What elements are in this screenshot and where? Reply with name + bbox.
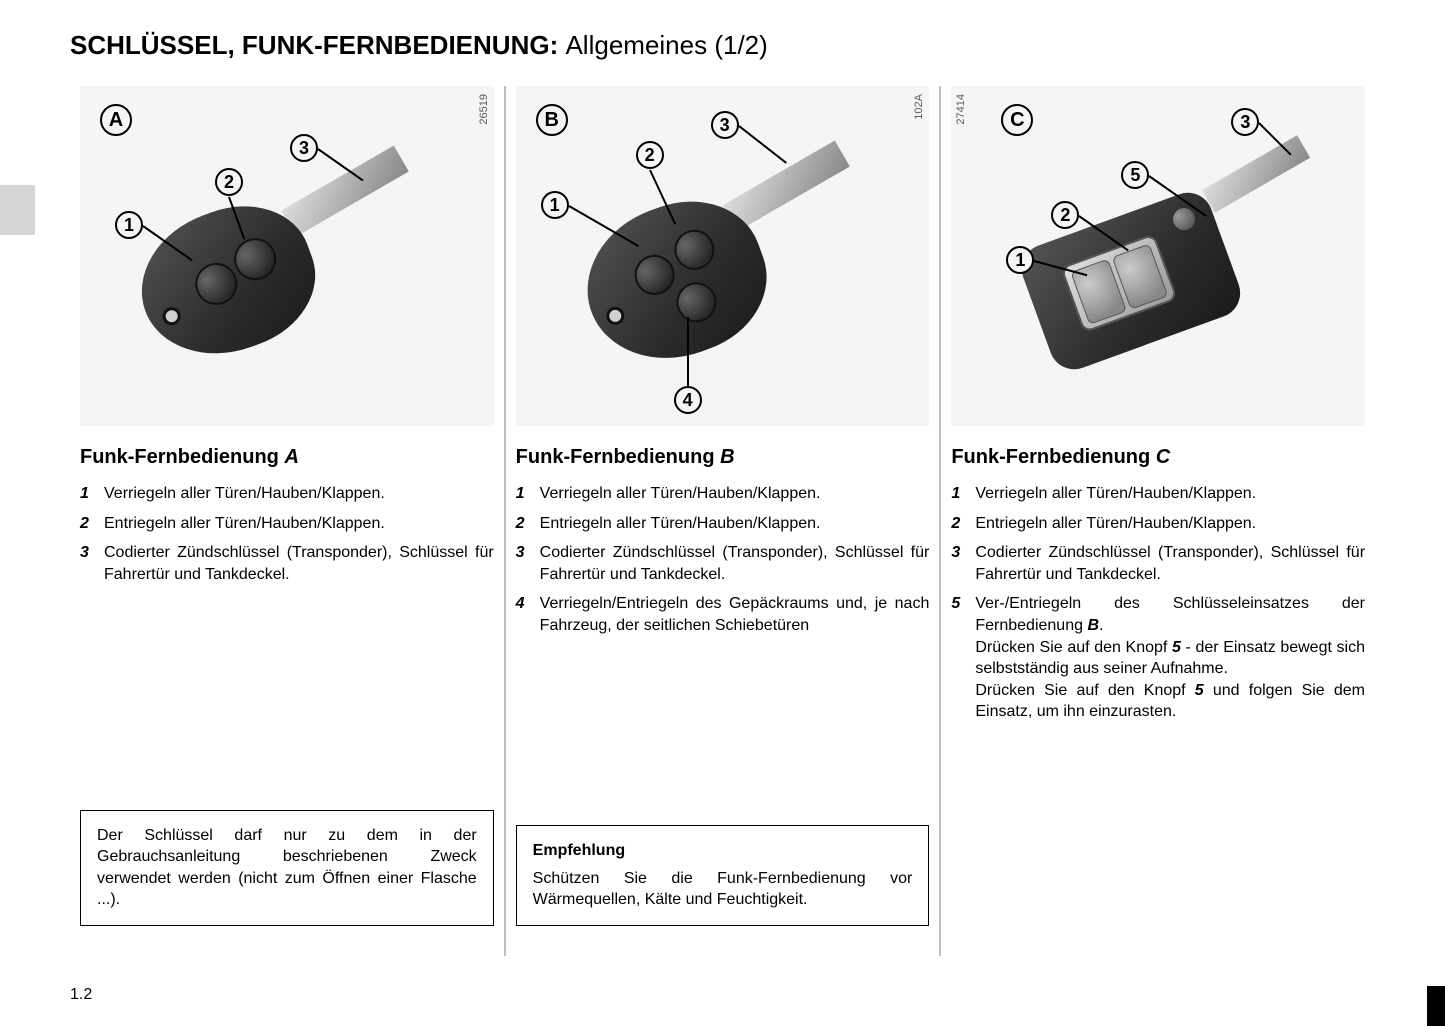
figure-c: 27414 C 1 2 5 3 xyxy=(951,86,1365,426)
figure-a-letter: A xyxy=(100,104,132,136)
figure-b-callout-4: 4 xyxy=(674,386,702,414)
list-c-item-5: 5 Ver-/Entriegeln des Schlüsseleinsatzes… xyxy=(951,593,1365,723)
figure-c-callout-5: 5 xyxy=(1121,161,1149,189)
note-a-text: Der Schlüssel darf nur zu dem in der Geb… xyxy=(97,825,477,911)
list-b: 1Verriegeln aller Türen/Hauben/Klappen. … xyxy=(516,483,930,645)
leader-b3 xyxy=(738,125,787,164)
list-c-item-2: 2Entriegeln aller Türen/Hauben/Klappen. xyxy=(951,513,1365,535)
title-main: SCHLÜSSEL, FUNK-FERNBEDIENUNG: xyxy=(70,30,558,60)
figure-b-code: 102A xyxy=(913,94,925,120)
note-box-a: Der Schlüssel darf nur zu dem in der Geb… xyxy=(80,810,494,926)
content-columns: 26519 A 1 2 3 Funk-Fernbedienung A xyxy=(70,86,1375,956)
key-b-btn3 xyxy=(671,277,722,328)
list-a: 1Verriegeln aller Türen/Hauben/Klappen. … xyxy=(80,483,494,593)
figure-b-callout-2: 2 xyxy=(636,141,664,169)
note-box-b: Empfehlung Schützen Sie die Funk-Fernbed… xyxy=(516,825,930,926)
figure-c-callout-2: 2 xyxy=(1051,201,1079,229)
figure-b-letter: B xyxy=(536,104,568,136)
figure-a-callout-1: 1 xyxy=(115,211,143,239)
manual-page: SCHLÜSSEL, FUNK-FERNBEDIENUNG: Allgemein… xyxy=(0,0,1445,1026)
list-c-item-3: 3Codierter Zündschlüssel (Transponder), … xyxy=(951,542,1365,585)
key-c-blade xyxy=(1202,135,1310,213)
column-c: 27414 C 1 2 5 3 xyxy=(941,86,1375,956)
note-b-title: Empfehlung xyxy=(533,840,913,862)
key-b-hole xyxy=(603,304,626,327)
heading-b-letter: B xyxy=(720,446,734,468)
figure-a-callout-2: 2 xyxy=(215,168,243,196)
figure-a-code: 26519 xyxy=(478,94,490,125)
column-b: 102A B 1 2 3 4 xyxy=(506,86,942,956)
heading-b-prefix: Funk-Fernbedienung xyxy=(516,446,720,468)
leader-b4 xyxy=(687,317,689,387)
list-c: 1Verriegeln aller Türen/Hauben/Klappen. … xyxy=(951,483,1365,731)
title-sub: Allgemeines (1/2) xyxy=(565,30,767,60)
figure-b: 102A B 1 2 3 4 xyxy=(516,86,930,426)
key-b-btn1 xyxy=(629,249,680,300)
key-a-hole xyxy=(160,305,183,328)
list-a-item-3: 3Codierter Zündschlüssel (Transponder), … xyxy=(80,542,494,585)
key-c-btn-panel xyxy=(1060,233,1178,333)
heading-c-prefix: Funk-Fernbedienung xyxy=(951,446,1155,468)
column-a: 26519 A 1 2 3 Funk-Fernbedienung A xyxy=(70,86,506,956)
figure-a-callout-3: 3 xyxy=(290,134,318,162)
page-number: 1.2 xyxy=(70,986,92,1004)
key-c-body xyxy=(1015,186,1247,377)
list-b-item-2: 2Entriegeln aller Türen/Hauben/Klappen. xyxy=(516,513,930,535)
figure-b-callout-1: 1 xyxy=(541,191,569,219)
figure-c-letter: C xyxy=(1001,104,1033,136)
list-b-item-1: 1Verriegeln aller Türen/Hauben/Klappen. xyxy=(516,483,930,505)
page-title: SCHLÜSSEL, FUNK-FERNBEDIENUNG: Allgemein… xyxy=(70,30,1375,61)
heading-a: Funk-Fernbedienung A xyxy=(80,446,494,469)
corner-crop-mark xyxy=(1427,986,1445,1026)
heading-c: Funk-Fernbedienung C xyxy=(951,446,1365,469)
key-b-btn2 xyxy=(668,224,719,275)
heading-a-prefix: Funk-Fernbedienung xyxy=(80,446,284,468)
list-c-item-1: 1Verriegeln aller Türen/Hauben/Klappen. xyxy=(951,483,1365,505)
figure-c-callout-3: 3 xyxy=(1231,108,1259,136)
figure-a: 26519 A 1 2 3 xyxy=(80,86,494,426)
list-a-item-1: 1Verriegeln aller Türen/Hauben/Klappen. xyxy=(80,483,494,505)
list-a-item-2: 2Entriegeln aller Türen/Hauben/Klappen. xyxy=(80,513,494,535)
figure-c-code: 27414 xyxy=(955,94,967,125)
list-c-item-5-text: Ver-/Entriegeln des Schlüsseleinsatzes d… xyxy=(975,593,1365,723)
heading-c-letter: C xyxy=(1156,446,1170,468)
note-b-text: Schützen Sie die Funk-Fernbedienung vor … xyxy=(533,868,913,911)
heading-a-letter: A xyxy=(284,446,298,468)
figure-b-callout-3: 3 xyxy=(711,111,739,139)
list-b-item-3: 3Codierter Zündschlüssel (Transponder), … xyxy=(516,542,930,585)
list-b-item-4: 4Verriegeln/Entriegeln des Gepäckraums u… xyxy=(516,593,930,636)
heading-b: Funk-Fernbedienung B xyxy=(516,446,930,469)
